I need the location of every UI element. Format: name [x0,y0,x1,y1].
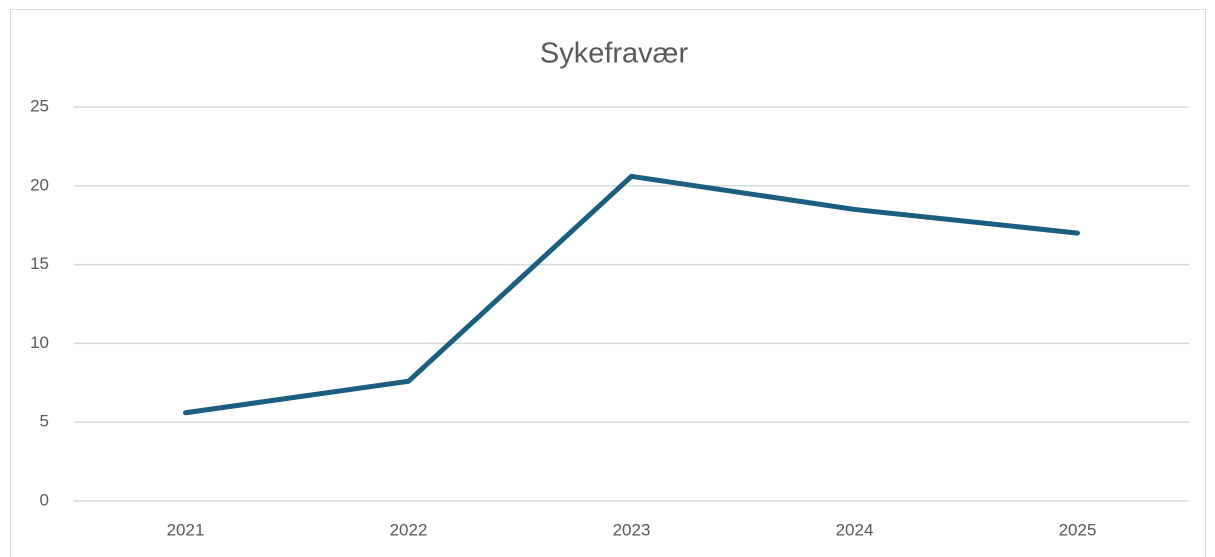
y-tick-label: 0 [40,490,49,509]
x-tick-label: 2024 [836,520,874,539]
y-tick-label: 20 [30,175,49,194]
x-tick-label: 2025 [1059,520,1097,539]
x-tick-label: 2023 [613,520,651,539]
line-series [183,173,1080,416]
chart-border [10,9,1206,557]
y-tick-label: 5 [40,412,49,431]
y-tick-label: 10 [30,333,49,352]
x-tick-label: 2022 [390,520,428,539]
x-tick-label: 2021 [167,520,205,539]
y-tick-label: 25 [30,96,49,115]
y-tick-label: 15 [30,254,49,273]
chart-title: Sykefravær [540,38,689,70]
